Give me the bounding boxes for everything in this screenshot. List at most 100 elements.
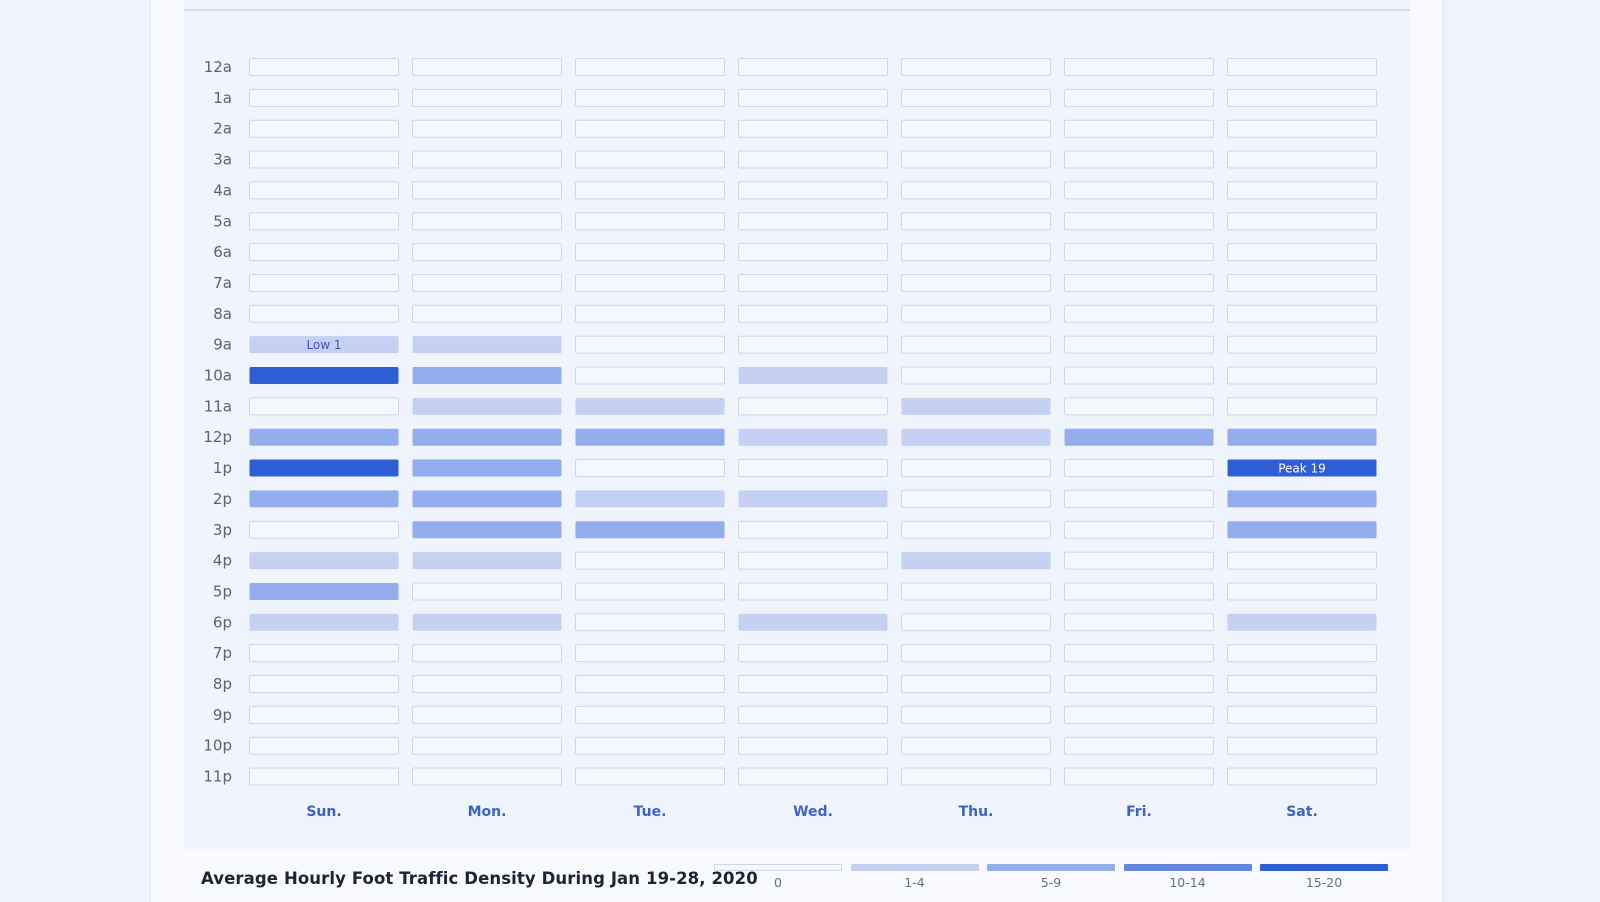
heatmap-cell-6a-tue[interactable]	[575, 243, 725, 262]
heatmap-cell-4a-fri[interactable]	[1064, 181, 1214, 200]
heatmap-cell-3p-mon[interactable]	[412, 521, 562, 539]
heatmap-cell-9p-sat[interactable]	[1227, 705, 1377, 724]
heatmap-cell-8a-thu[interactable]	[901, 304, 1051, 323]
heatmap-cell-4p-wed[interactable]	[738, 551, 888, 570]
heatmap-cell-2p-sun[interactable]	[249, 490, 399, 508]
heatmap-cell-4p-fri[interactable]	[1064, 551, 1214, 570]
heatmap-cell-8p-thu[interactable]	[901, 675, 1051, 693]
heatmap-cell-11a-mon[interactable]	[412, 397, 562, 415]
heatmap-cell-8p-wed[interactable]	[738, 675, 888, 693]
heatmap-cell-5a-mon[interactable]	[412, 212, 562, 231]
heatmap-cell-12a-thu[interactable]	[901, 58, 1051, 76]
heatmap-cell-2p-tue[interactable]	[575, 490, 725, 508]
heatmap-cell-12p-tue[interactable]	[575, 428, 725, 446]
heatmap-cell-1a-fri[interactable]	[1064, 88, 1214, 107]
heatmap-cell-6p-tue[interactable]	[575, 613, 725, 632]
heatmap-cell-5p-mon[interactable]	[412, 582, 562, 601]
heatmap-cell-5p-tue[interactable]	[575, 582, 725, 601]
heatmap-cell-12a-sat[interactable]	[1227, 58, 1377, 76]
heatmap-cell-9p-wed[interactable]	[738, 705, 888, 724]
heatmap-cell-9a-thu[interactable]	[901, 335, 1051, 354]
heatmap-cell-8p-mon[interactable]	[412, 675, 562, 693]
heatmap-cell-4a-sat[interactable]	[1227, 181, 1377, 200]
heatmap-cell-7p-wed[interactable]	[738, 644, 888, 663]
heatmap-cell-11p-sun[interactable]	[249, 767, 399, 786]
heatmap-cell-9a-tue[interactable]	[575, 335, 725, 354]
heatmap-cell-12p-mon[interactable]	[412, 428, 562, 446]
heatmap-cell-12a-mon[interactable]	[412, 58, 562, 76]
heatmap-cell-11p-fri[interactable]	[1064, 767, 1214, 786]
heatmap-cell-10p-wed[interactable]	[738, 736, 888, 755]
heatmap-cell-5a-sat[interactable]	[1227, 212, 1377, 231]
heatmap-cell-10a-fri[interactable]	[1064, 366, 1214, 385]
heatmap-cell-12a-fri[interactable]	[1064, 58, 1214, 76]
heatmap-cell-10a-sat[interactable]	[1227, 366, 1377, 385]
heatmap-cell-1a-mon[interactable]	[412, 88, 562, 107]
heatmap-cell-2p-thu[interactable]	[901, 489, 1051, 508]
heatmap-cell-10a-thu[interactable]	[901, 366, 1051, 385]
heatmap-cell-3p-fri[interactable]	[1064, 520, 1214, 539]
heatmap-cell-2a-fri[interactable]	[1064, 119, 1214, 138]
heatmap-cell-4p-tue[interactable]	[575, 551, 725, 570]
heatmap-cell-5p-sat[interactable]	[1227, 582, 1377, 601]
heatmap-cell-5a-tue[interactable]	[575, 212, 725, 231]
heatmap-cell-7a-tue[interactable]	[575, 273, 725, 292]
heatmap-cell-4p-sat[interactable]	[1227, 551, 1377, 570]
heatmap-cell-10p-fri[interactable]	[1064, 736, 1214, 755]
heatmap-cell-1p-sun[interactable]	[249, 459, 399, 477]
heatmap-cell-8p-sat[interactable]	[1227, 675, 1377, 693]
heatmap-cell-2p-wed[interactable]	[738, 490, 888, 508]
heatmap-cell-6p-wed[interactable]	[738, 613, 888, 631]
heatmap-cell-4p-mon[interactable]	[412, 552, 562, 570]
heatmap-cell-11a-wed[interactable]	[738, 397, 888, 416]
heatmap-cell-6a-mon[interactable]	[412, 243, 562, 262]
heatmap-cell-4p-thu[interactable]	[901, 552, 1051, 570]
heatmap-cell-9a-sun[interactable]	[249, 336, 399, 354]
heatmap-cell-7a-mon[interactable]	[412, 273, 562, 292]
heatmap-cell-9a-sat[interactable]	[1227, 335, 1377, 354]
heatmap-cell-12p-sun[interactable]	[249, 428, 399, 446]
heatmap-cell-7p-thu[interactable]	[901, 644, 1051, 663]
heatmap-cell-1p-thu[interactable]	[901, 459, 1051, 478]
heatmap-cell-8p-tue[interactable]	[575, 675, 725, 693]
heatmap-cell-8a-wed[interactable]	[738, 304, 888, 323]
heatmap-cell-2a-mon[interactable]	[412, 119, 562, 138]
heatmap-cell-3p-thu[interactable]	[901, 520, 1051, 539]
heatmap-cell-4a-wed[interactable]	[738, 181, 888, 200]
heatmap-cell-9a-mon[interactable]	[412, 336, 562, 354]
heatmap-cell-3a-thu[interactable]	[901, 150, 1051, 169]
heatmap-cell-3p-wed[interactable]	[738, 520, 888, 539]
heatmap-cell-7p-mon[interactable]	[412, 644, 562, 663]
heatmap-cell-3a-sun[interactable]	[249, 150, 399, 169]
heatmap-cell-8p-fri[interactable]	[1064, 675, 1214, 693]
heatmap-cell-7a-sat[interactable]	[1227, 273, 1377, 292]
heatmap-cell-7a-sun[interactable]	[249, 273, 399, 292]
heatmap-cell-1a-thu[interactable]	[901, 88, 1051, 107]
heatmap-cell-11a-sun[interactable]	[249, 397, 399, 416]
heatmap-cell-12p-wed[interactable]	[738, 428, 888, 446]
heatmap-cell-5p-fri[interactable]	[1064, 582, 1214, 601]
heatmap-cell-11a-tue[interactable]	[575, 397, 725, 415]
heatmap-cell-5p-wed[interactable]	[738, 582, 888, 601]
heatmap-cell-10p-sun[interactable]	[249, 736, 399, 755]
heatmap-cell-6a-fri[interactable]	[1064, 243, 1214, 262]
heatmap-cell-11a-sat[interactable]	[1227, 397, 1377, 416]
heatmap-cell-12p-fri[interactable]	[1064, 428, 1214, 446]
heatmap-cell-5a-sun[interactable]	[249, 212, 399, 231]
heatmap-cell-12a-wed[interactable]	[738, 58, 888, 76]
heatmap-cell-2a-tue[interactable]	[575, 119, 725, 138]
heatmap-cell-11p-tue[interactable]	[575, 767, 725, 786]
heatmap-cell-11p-sat[interactable]	[1227, 767, 1377, 786]
heatmap-cell-8a-mon[interactable]	[412, 304, 562, 323]
heatmap-cell-11p-mon[interactable]	[412, 767, 562, 786]
heatmap-cell-8p-sun[interactable]	[249, 675, 399, 693]
heatmap-cell-5a-fri[interactable]	[1064, 212, 1214, 231]
heatmap-cell-7a-wed[interactable]	[738, 273, 888, 292]
heatmap-cell-7p-tue[interactable]	[575, 644, 725, 663]
heatmap-cell-7a-fri[interactable]	[1064, 273, 1214, 292]
heatmap-cell-1p-tue[interactable]	[575, 459, 725, 478]
heatmap-cell-12p-thu[interactable]	[901, 428, 1051, 446]
heatmap-cell-10a-sun[interactable]	[249, 367, 399, 384]
heatmap-cell-12a-tue[interactable]	[575, 58, 725, 76]
heatmap-cell-8a-sun[interactable]	[249, 304, 399, 323]
